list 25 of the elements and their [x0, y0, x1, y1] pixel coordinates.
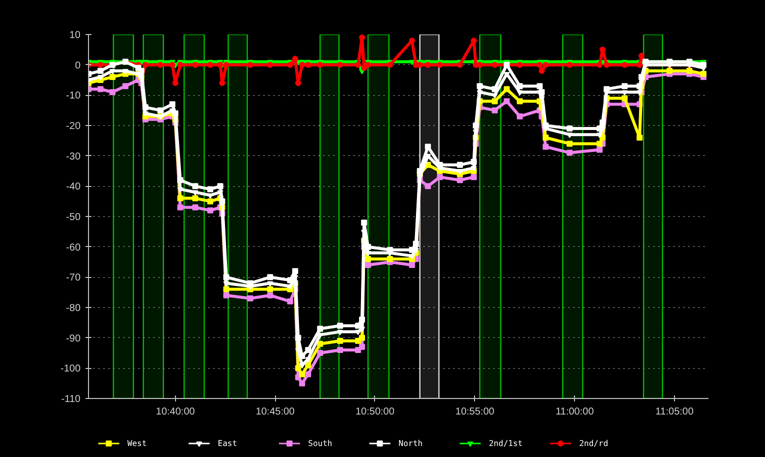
x-tick-label: 10:40:00: [156, 406, 196, 418]
y-tick-label: -110: [61, 394, 81, 405]
y-tick-label: -80: [66, 303, 81, 314]
legend-label: 2nd/rd: [579, 439, 608, 448]
y-tick-label: -20: [66, 121, 81, 132]
y-tick-label: -90: [66, 333, 81, 344]
y-tick-label: -70: [66, 272, 81, 284]
y-tick-label: -50: [66, 212, 81, 223]
y-tick-label: 0: [74, 60, 81, 72]
legend-label: North: [398, 439, 423, 448]
y-tick-label: -40: [66, 182, 81, 193]
legend-label: South: [308, 439, 332, 448]
legend-label: West: [127, 439, 147, 448]
x-tick-label: 10:50:00: [355, 406, 395, 418]
y-tick-label: -10: [66, 90, 81, 102]
x-tick-label: 11:00:00: [556, 406, 594, 418]
x-tick-label: 10:55:00: [455, 406, 495, 418]
y-tick-label: -100: [60, 364, 81, 375]
x-tick-label: 10:45:00: [256, 406, 296, 418]
x-tick-label: 11:05:00: [655, 406, 694, 418]
legend-label: 2nd/1st: [488, 439, 523, 448]
y-tick-label: 10: [69, 30, 81, 41]
y-tick-label: -30: [66, 151, 81, 162]
y-tick-label: -60: [66, 242, 81, 254]
legend-label: East: [218, 439, 238, 448]
